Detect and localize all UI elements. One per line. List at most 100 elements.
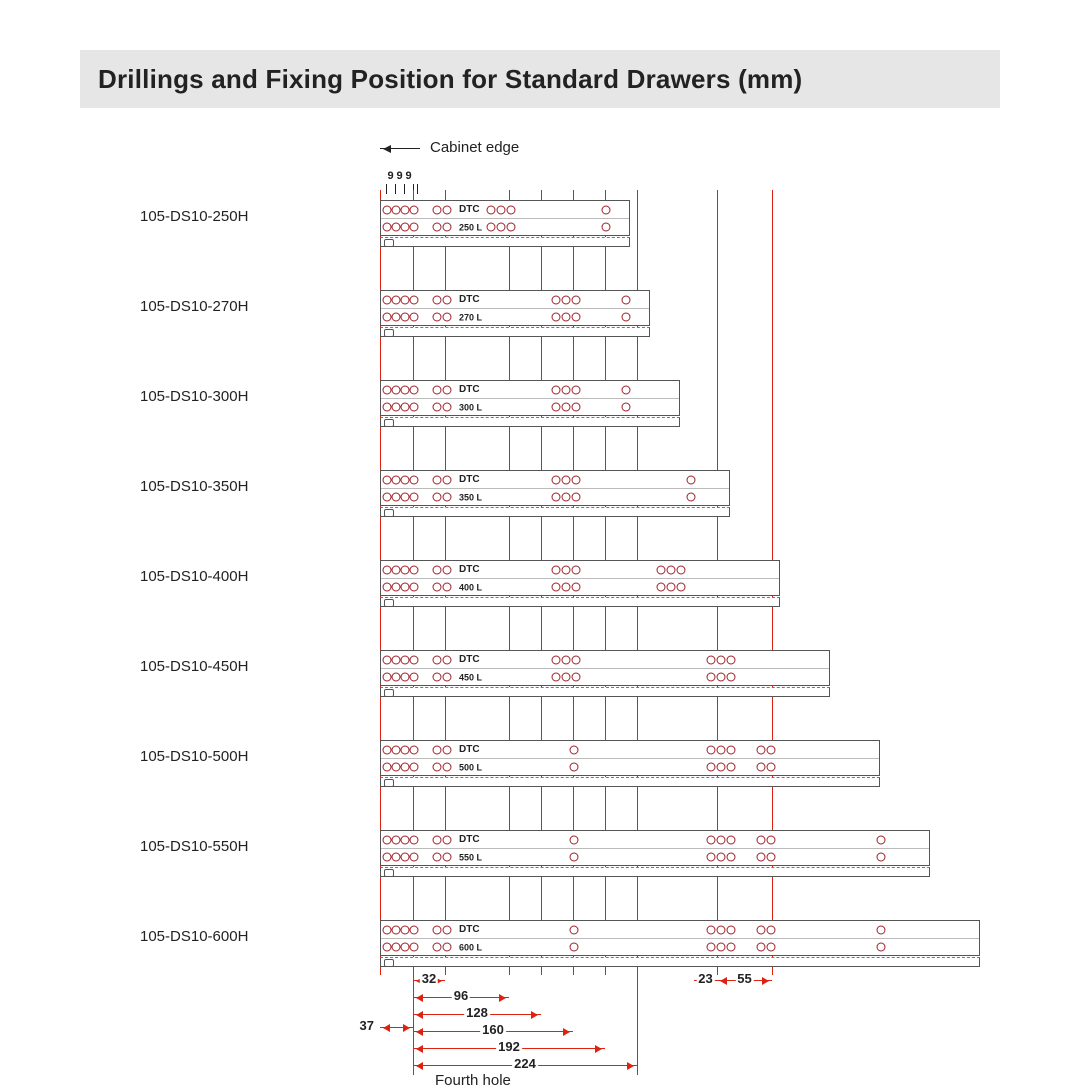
size-label: 400 L bbox=[459, 582, 482, 592]
drill-hole bbox=[717, 942, 726, 951]
dimension-value: 96 bbox=[452, 988, 470, 1003]
drill-hole bbox=[552, 582, 561, 591]
drill-hole bbox=[392, 205, 401, 214]
size-label: 550 L bbox=[459, 852, 482, 862]
drill-hole bbox=[443, 565, 452, 574]
drill-hole bbox=[717, 925, 726, 934]
drill-hole bbox=[562, 655, 571, 664]
drill-hole bbox=[383, 385, 392, 394]
drill-hole bbox=[410, 492, 419, 501]
drill-hole bbox=[552, 295, 561, 304]
spacing-9-label: 9 bbox=[388, 170, 394, 182]
part-number: 105-DS10-250H bbox=[140, 208, 390, 225]
dimension-value: 37 bbox=[358, 1018, 376, 1033]
drill-hole bbox=[392, 672, 401, 681]
drill-hole bbox=[657, 582, 666, 591]
drill-hole bbox=[552, 475, 561, 484]
drill-hole bbox=[392, 942, 401, 951]
drill-hole bbox=[717, 655, 726, 664]
size-label: 250 L bbox=[459, 222, 482, 232]
dimension-value: 224 bbox=[512, 1056, 538, 1071]
drill-hole bbox=[401, 492, 410, 501]
drill-hole bbox=[392, 582, 401, 591]
drill-hole bbox=[410, 745, 419, 754]
drill-hole bbox=[667, 582, 676, 591]
drill-hole bbox=[401, 852, 410, 861]
drill-hole bbox=[443, 385, 452, 394]
drill-hole bbox=[383, 852, 392, 861]
drill-hole bbox=[727, 672, 736, 681]
drill-hole bbox=[757, 745, 766, 754]
drill-hole bbox=[727, 925, 736, 934]
drill-hole bbox=[410, 942, 419, 951]
drill-hole bbox=[717, 745, 726, 754]
drill-hole bbox=[410, 655, 419, 664]
drill-hole bbox=[410, 925, 419, 934]
drill-hole bbox=[707, 942, 716, 951]
drill-hole bbox=[383, 312, 392, 321]
drill-hole bbox=[443, 222, 452, 231]
brand-label: DTC bbox=[459, 203, 480, 214]
drill-hole bbox=[717, 762, 726, 771]
drill-hole bbox=[392, 402, 401, 411]
cabinet-edge-label: Cabinet edge bbox=[430, 139, 519, 156]
drill-hole bbox=[443, 942, 452, 951]
size-label: 450 L bbox=[459, 672, 482, 682]
drill-hole bbox=[401, 942, 410, 951]
drill-hole bbox=[552, 492, 561, 501]
drill-hole bbox=[687, 475, 696, 484]
drill-hole bbox=[707, 655, 716, 664]
drill-hole bbox=[667, 565, 676, 574]
drawer-rail: DTC 300 L bbox=[380, 380, 680, 416]
drill-hole bbox=[433, 295, 442, 304]
drill-hole bbox=[572, 582, 581, 591]
drill-hole bbox=[727, 745, 736, 754]
drill-hole bbox=[757, 942, 766, 951]
drill-hole bbox=[410, 672, 419, 681]
drill-hole bbox=[392, 222, 401, 231]
size-label: 350 L bbox=[459, 492, 482, 502]
drill-hole bbox=[433, 385, 442, 394]
spacing-9-label: 9 bbox=[406, 170, 412, 182]
drill-hole bbox=[572, 385, 581, 394]
drill-hole bbox=[401, 312, 410, 321]
brand-label: DTC bbox=[459, 743, 480, 754]
drill-hole bbox=[433, 925, 442, 934]
size-label: 300 L bbox=[459, 402, 482, 412]
dimension-value: 55 bbox=[735, 971, 753, 986]
drilling-diagram: Cabinet edge999105-DS10-250HDTC250 L105-… bbox=[80, 130, 1000, 1030]
drill-hole bbox=[443, 852, 452, 861]
drill-hole bbox=[433, 402, 442, 411]
drill-hole bbox=[572, 565, 581, 574]
brand-label: DTC bbox=[459, 473, 480, 484]
drawer-rail: DTC550 L bbox=[380, 830, 930, 866]
drill-hole bbox=[392, 565, 401, 574]
drill-hole bbox=[433, 565, 442, 574]
drill-hole bbox=[443, 835, 452, 844]
drill-hole bbox=[443, 582, 452, 591]
drill-hole bbox=[383, 205, 392, 214]
drill-hole bbox=[707, 762, 716, 771]
drill-hole bbox=[410, 222, 419, 231]
drill-hole bbox=[433, 852, 442, 861]
drill-hole bbox=[401, 582, 410, 591]
drill-hole bbox=[707, 672, 716, 681]
drawer-rail: DTC 350 L bbox=[380, 470, 730, 506]
drill-hole bbox=[433, 582, 442, 591]
drill-hole bbox=[570, 852, 579, 861]
drill-hole bbox=[602, 205, 611, 214]
drill-hole bbox=[383, 835, 392, 844]
drill-hole bbox=[497, 205, 506, 214]
size-label: 270 L bbox=[459, 312, 482, 322]
brand-label: DTC bbox=[459, 383, 480, 394]
drill-hole bbox=[410, 852, 419, 861]
drill-hole bbox=[443, 672, 452, 681]
brand-label: DTC bbox=[459, 923, 480, 934]
drill-hole bbox=[410, 295, 419, 304]
drill-hole bbox=[572, 492, 581, 501]
size-label: 500 L bbox=[459, 762, 482, 772]
drill-hole bbox=[433, 745, 442, 754]
part-number: 105-DS10-450H bbox=[140, 658, 390, 675]
drill-hole bbox=[433, 222, 442, 231]
drill-hole bbox=[562, 582, 571, 591]
